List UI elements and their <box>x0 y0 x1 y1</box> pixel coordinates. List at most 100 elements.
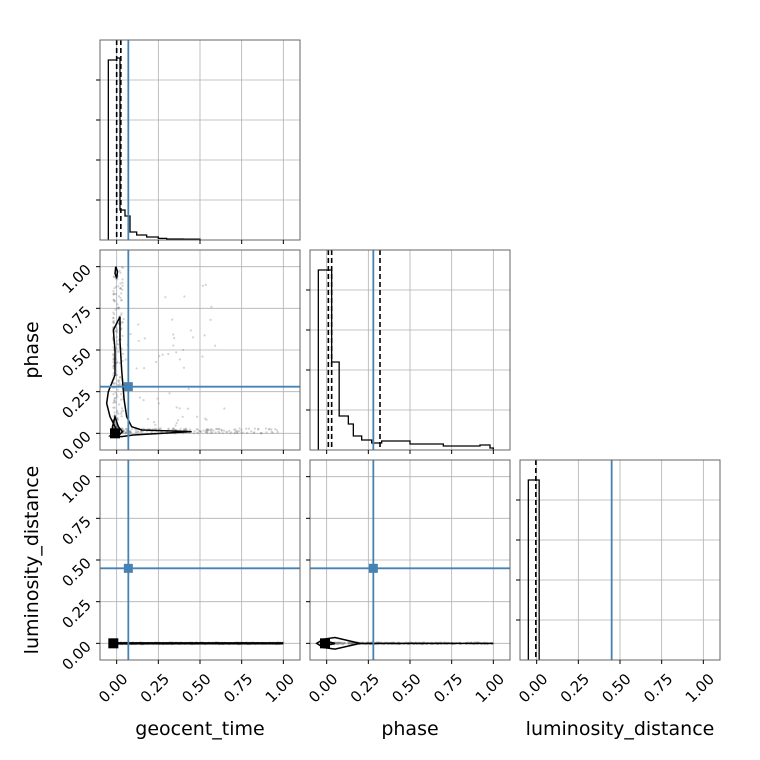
sample-point <box>114 308 117 311</box>
sample-point <box>212 429 215 432</box>
sample-point <box>135 367 138 370</box>
sample-point <box>175 406 178 409</box>
x-axis-label-geocent_time: geocent_time <box>135 718 264 740</box>
grid <box>520 460 720 660</box>
sample-point <box>240 431 243 435</box>
sample-point <box>112 401 115 404</box>
sample-point <box>113 300 116 303</box>
panel-phase-vs-phase <box>306 249 511 454</box>
sample-point <box>112 276 116 279</box>
sample-point <box>184 427 188 430</box>
grid <box>100 40 300 240</box>
sample-point <box>276 430 279 434</box>
sample-point <box>120 412 123 415</box>
sample-point <box>112 275 115 278</box>
sample-point <box>342 642 345 645</box>
sample-point <box>171 318 174 321</box>
sample-point <box>275 429 279 432</box>
sample-point <box>130 427 134 430</box>
sample-point <box>173 337 176 340</box>
sample-point <box>158 427 161 430</box>
sample-point <box>117 307 121 310</box>
sample-point <box>183 295 186 298</box>
sample-point <box>192 432 195 435</box>
sample-point <box>142 398 145 402</box>
sample-point <box>112 299 115 302</box>
sample-point <box>337 641 340 645</box>
sample-point <box>112 320 115 324</box>
sample-point <box>118 269 121 273</box>
sample-point <box>250 430 253 433</box>
sample-point <box>235 430 238 433</box>
truth-marker <box>123 563 133 573</box>
sample-point <box>172 427 175 430</box>
sample-point <box>229 432 232 435</box>
sample-point <box>124 432 127 435</box>
sample-point <box>337 642 340 645</box>
mode-marker <box>110 428 120 439</box>
sample-point <box>183 428 186 431</box>
sample-point <box>204 283 207 286</box>
sample-point <box>257 427 260 430</box>
sample-point <box>339 642 342 645</box>
sample-point <box>238 427 241 430</box>
sample-point <box>245 431 249 434</box>
sample-point <box>116 395 119 398</box>
sample-point <box>340 642 343 645</box>
sample-point <box>117 381 120 384</box>
sample-point <box>206 429 209 432</box>
sample-point <box>118 361 121 365</box>
sample-point <box>184 428 187 431</box>
sample-point <box>337 642 340 645</box>
sample-point <box>122 430 125 433</box>
sample-point <box>114 391 117 394</box>
x-tick-label: 0.00 <box>515 670 551 706</box>
sample-point <box>112 316 115 319</box>
sample-point <box>351 642 354 645</box>
sample-point <box>236 430 239 433</box>
sample-point <box>168 392 171 395</box>
sample-point <box>138 396 141 399</box>
contour-top <box>114 266 119 279</box>
sample-point <box>196 415 199 418</box>
sample-point <box>175 421 178 425</box>
sample-point <box>125 431 128 434</box>
sample-point <box>342 642 346 645</box>
sample-point <box>338 641 341 644</box>
sample-point <box>119 376 122 379</box>
sample-point <box>112 406 115 409</box>
sample-point <box>112 357 115 361</box>
sample-point <box>260 432 263 435</box>
sample-point <box>270 430 273 433</box>
sample-point <box>143 337 146 340</box>
sample-point <box>129 431 133 435</box>
sample-point <box>338 641 341 645</box>
panel-content <box>100 460 300 660</box>
sample-point <box>202 429 205 432</box>
y-axis-label-luminosity_distance: luminosity_distance <box>21 466 43 655</box>
contour-outer <box>105 316 192 438</box>
sample-point <box>334 642 338 645</box>
sample-point <box>120 292 123 295</box>
x-tick-label: 1.00 <box>472 670 508 706</box>
sample-point <box>351 641 354 645</box>
sample-point <box>182 366 186 369</box>
sample-point <box>341 642 344 645</box>
y-tick-label: 0.25 <box>58 596 94 632</box>
sample-point <box>121 352 125 355</box>
sample-point <box>195 427 198 431</box>
sample-point <box>341 643 345 646</box>
y-tick-label: 0.00 <box>58 637 94 673</box>
sample-point <box>112 321 115 324</box>
y-tick-label: 1.00 <box>58 261 94 297</box>
sample-point <box>119 287 122 290</box>
sample-point <box>116 328 119 331</box>
sample-point <box>336 642 339 645</box>
sample-point <box>121 359 124 363</box>
sample-point <box>121 288 124 291</box>
sample-point <box>238 430 241 433</box>
sample-point <box>140 430 143 433</box>
sample-point <box>196 428 199 431</box>
sample-point <box>121 428 124 431</box>
sample-point <box>338 641 341 644</box>
